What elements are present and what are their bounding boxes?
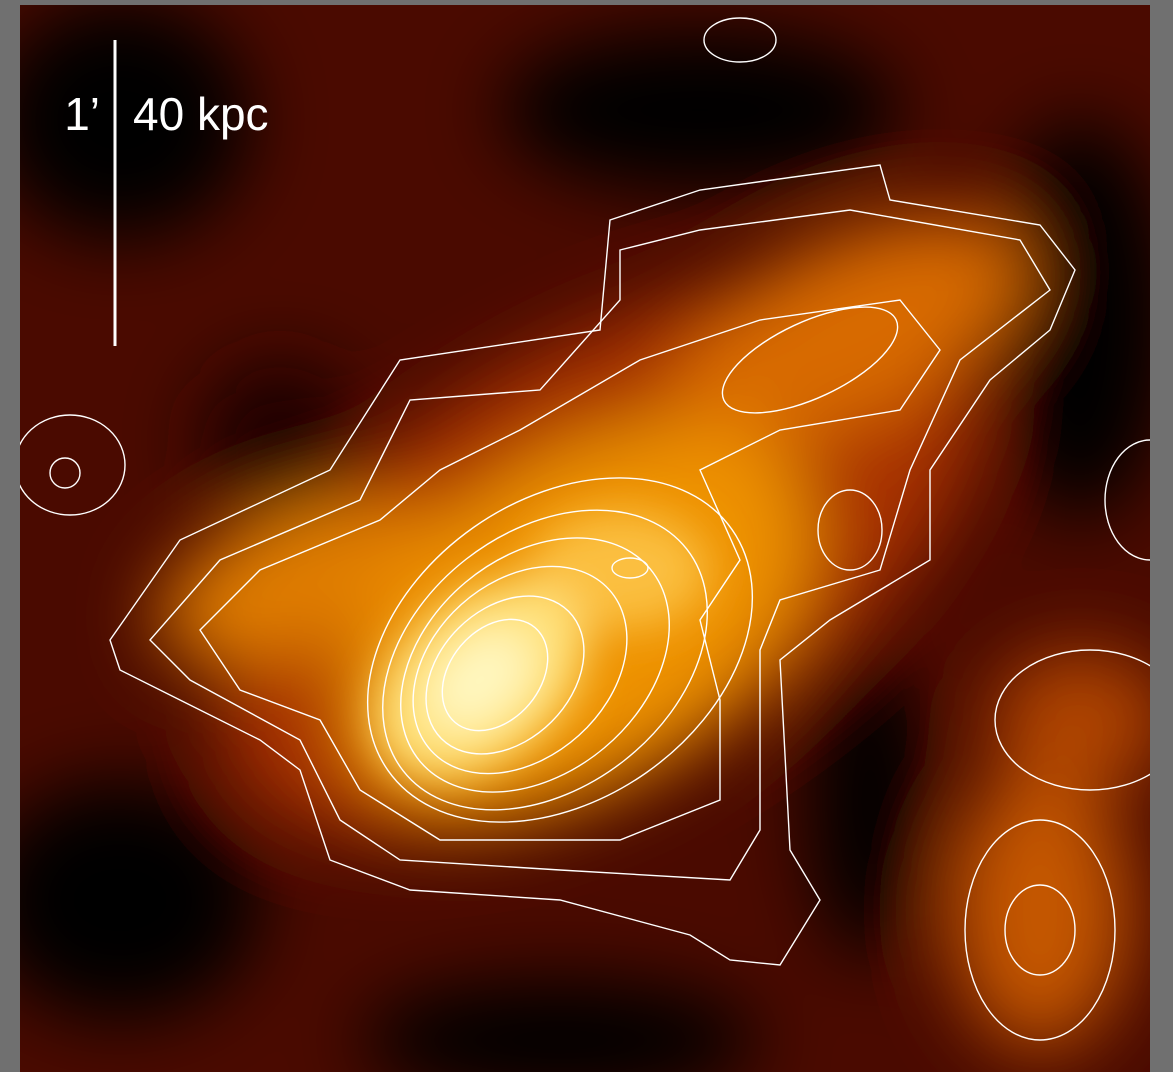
physical-scale: 40 kpc xyxy=(133,88,269,140)
angular-scale: 1’ xyxy=(64,88,100,140)
xray-image: 1’ 40 kpc xyxy=(0,0,1173,1072)
emission-map xyxy=(0,0,1173,1072)
